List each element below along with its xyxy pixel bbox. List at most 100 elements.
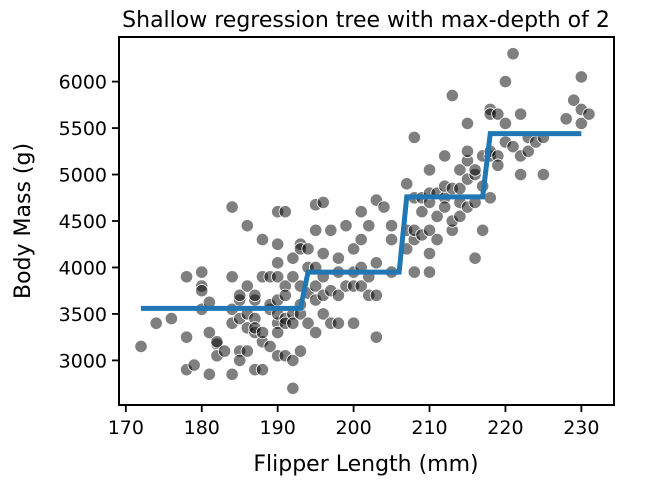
- data-point: [240, 344, 254, 358]
- data-point: [582, 107, 596, 121]
- data-point: [400, 177, 414, 191]
- data-point: [233, 288, 247, 302]
- data-point: [255, 232, 270, 247]
- data-point: [407, 265, 421, 279]
- data-point: [468, 251, 482, 265]
- data-point: [407, 130, 421, 144]
- plot-area: 170 180 190 200 210 220 230 3000 3500 4000 4500 50…: [59, 36, 615, 439]
- data-point: [149, 316, 163, 330]
- data-point: [415, 205, 429, 219]
- data-point: [271, 256, 285, 270]
- regression-tree-prediction-line: [141, 131, 582, 311]
- data-point: [438, 149, 452, 163]
- data-point: [233, 353, 247, 367]
- data-point: [286, 316, 300, 330]
- data-point: [324, 223, 338, 237]
- data-point: [286, 270, 300, 284]
- data-point: [240, 279, 254, 293]
- x-tick-label: 230: [563, 417, 599, 439]
- data-point: [187, 358, 201, 372]
- data-point: [369, 256, 383, 270]
- y-tick-label: 3500: [59, 304, 107, 326]
- data-point: [422, 265, 437, 279]
- x-tick-label: 170: [108, 417, 144, 439]
- data-point: [271, 270, 285, 284]
- data-point: [286, 251, 300, 265]
- data-point: [384, 219, 399, 233]
- y-tick-label: 4000: [59, 257, 107, 279]
- data-point: [377, 200, 391, 214]
- data-point: [271, 325, 285, 340]
- data-point: [134, 339, 148, 354]
- data-point: [225, 367, 239, 381]
- data-point: [362, 219, 376, 233]
- data-point: [179, 270, 194, 284]
- data-point: [225, 200, 239, 214]
- data-point: [369, 288, 383, 302]
- data-point: [271, 237, 285, 251]
- data-point: [286, 353, 300, 367]
- data-point: [225, 270, 239, 284]
- data-point: [483, 191, 497, 205]
- data-point: [240, 219, 254, 233]
- data-point: [506, 140, 520, 154]
- data-point: [210, 335, 224, 349]
- data-point: [286, 381, 300, 395]
- data-point: [422, 223, 437, 237]
- data-point: [309, 223, 323, 237]
- data-point: [309, 279, 323, 293]
- x-tick-label: 220: [487, 417, 523, 439]
- data-point: [331, 316, 346, 330]
- data-point: [195, 265, 209, 279]
- data-point: [248, 288, 262, 302]
- x-axis-ticks: 170 180 190 200 210 220 230: [108, 405, 599, 439]
- data-point: [278, 288, 292, 302]
- data-point: [301, 316, 315, 330]
- data-point: [422, 246, 437, 261]
- data-point: [255, 363, 270, 377]
- data-point: [514, 167, 528, 182]
- x-tick-label: 180: [184, 417, 220, 439]
- data-point: [301, 242, 315, 256]
- y-axis-label: Body Mass (g): [11, 143, 36, 299]
- data-point: [346, 316, 361, 330]
- data-point: [491, 107, 505, 121]
- step-line-layer: [141, 131, 582, 311]
- data-point: [468, 163, 482, 177]
- y-tick-label: 4500: [59, 211, 107, 233]
- y-tick-label: 3000: [59, 350, 107, 372]
- y-tick-label: 6000: [59, 72, 107, 94]
- data-point: [384, 232, 399, 247]
- data-point: [422, 163, 437, 177]
- data-point: [339, 219, 353, 233]
- x-tick-label: 210: [411, 417, 447, 439]
- data-point: [217, 344, 232, 358]
- data-point: [354, 232, 368, 247]
- data-point: [309, 325, 323, 340]
- data-point: [460, 116, 475, 131]
- data-point: [445, 88, 459, 103]
- data-point: [536, 167, 550, 182]
- data-point: [574, 70, 588, 84]
- y-axis-ticks: 3000 3500 4000 4500 5000 5500 6000: [59, 72, 119, 372]
- data-point: [574, 116, 588, 131]
- data-point: [430, 232, 444, 247]
- data-point: [263, 339, 277, 354]
- data-point: [498, 116, 513, 131]
- data-point: [559, 112, 573, 126]
- data-point: [316, 307, 330, 321]
- data-point: [331, 251, 346, 265]
- data-point: [491, 158, 505, 172]
- data-point: [202, 325, 216, 340]
- y-tick-label: 5000: [59, 165, 107, 187]
- data-point: [346, 242, 361, 256]
- data-point: [316, 246, 330, 261]
- data-point: [354, 279, 368, 293]
- data-point: [179, 330, 194, 344]
- y-tick-label: 5500: [59, 118, 107, 140]
- data-point: [202, 367, 216, 381]
- data-point: [453, 163, 467, 177]
- data-point: [521, 144, 535, 158]
- x-tick-label: 190: [260, 417, 296, 439]
